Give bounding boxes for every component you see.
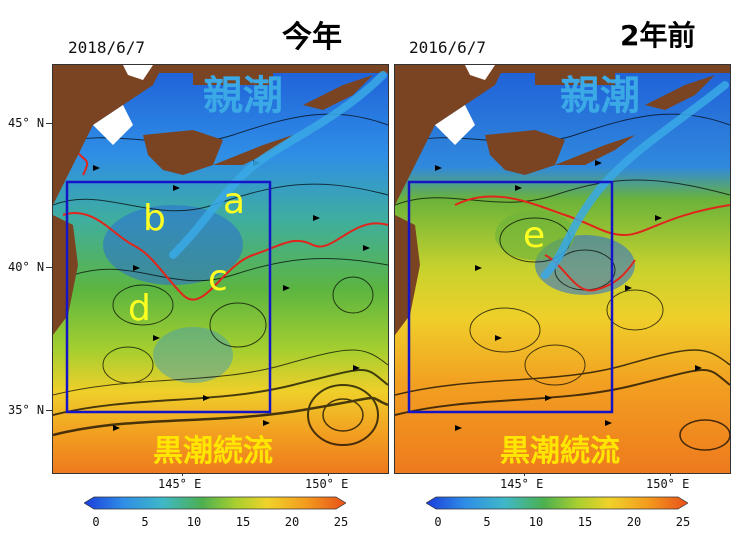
lat-tick [46, 123, 52, 124]
land [395, 65, 730, 335]
land [53, 65, 388, 335]
cbar-tick-right: 5 [483, 515, 491, 529]
flow-arrows [435, 160, 702, 431]
lat-label-40: 40° N [8, 260, 45, 274]
cbar-tick-right: 20 [626, 515, 642, 529]
lon-label-150-left: 150° E [305, 477, 349, 491]
red-contour [62, 212, 388, 301]
analysis-box [65, 180, 272, 414]
cbar-tick-left: 5 [141, 515, 149, 529]
left-date: 2018/6/7 [68, 38, 146, 57]
cbar-tick-left: 25 [333, 515, 349, 529]
oyashio-label: 親潮 [560, 73, 640, 119]
lat-tick [46, 410, 52, 411]
lat-tick [46, 267, 52, 268]
cbar-tick-right: 15 [577, 515, 593, 529]
lon-label-150-right: 150° E [646, 477, 690, 491]
streamlines [53, 113, 388, 446]
colorbar-right [426, 496, 688, 510]
right-title: 2年前 [620, 19, 696, 52]
cbar-tick-left: 15 [235, 515, 251, 529]
oyashio-label: 親潮 [203, 73, 283, 119]
map-2016: 親潮 e 黒潮続流 [395, 65, 730, 473]
map-2018: 親潮 a b c d 黒潮続流 [53, 65, 388, 473]
cbar-tick-left: 10 [186, 515, 202, 529]
colorbar-left [84, 496, 346, 510]
lat-label-35: 35° N [8, 403, 45, 417]
kuroshio-label: 黒潮続流 [500, 434, 620, 469]
right-date: 2016/6/7 [409, 38, 487, 57]
cbar-tick-left: 20 [284, 515, 300, 529]
left-title: 今年 [282, 20, 342, 55]
kuroshio-label: 黒潮続流 [153, 434, 273, 469]
cbar-tick-right: 25 [675, 515, 691, 529]
region-e-label: e [523, 215, 545, 256]
map-panel-2016: 親潮 e 黒潮続流 [394, 64, 731, 474]
oyashio-arrow [169, 71, 387, 259]
region-a-label: a [223, 181, 245, 222]
oyashio-arrow [541, 81, 729, 279]
region-c-label: c [208, 258, 228, 299]
analysis-box [407, 180, 614, 414]
region-b-label: b [143, 198, 166, 239]
cbar-tick-right: 10 [528, 515, 544, 529]
map-panel-2018: 親潮 a b c d 黒潮続流 [52, 64, 389, 474]
region-d-label: d [128, 288, 151, 329]
lat-label-45: 45° N [8, 116, 45, 130]
red-contour [454, 195, 730, 237]
cbar-tick-left: 0 [92, 515, 100, 529]
cbar-tick-right: 0 [434, 515, 442, 529]
lon-label-145-left: 145° E [158, 477, 202, 491]
lon-label-145-right: 145° E [500, 477, 544, 491]
